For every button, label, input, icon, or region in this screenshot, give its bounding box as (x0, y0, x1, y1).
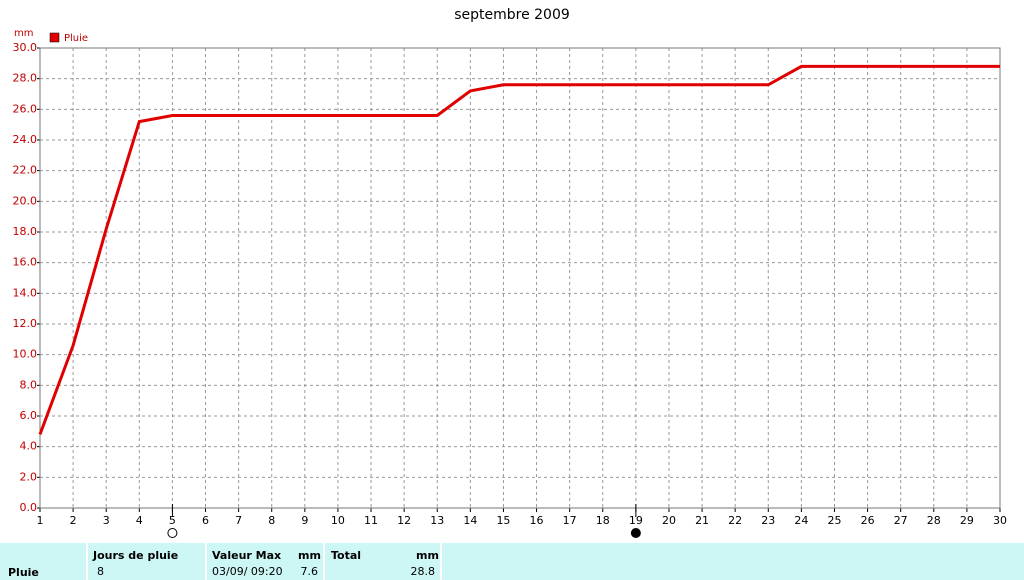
divider (205, 543, 207, 580)
moon-marker (630, 528, 641, 538)
x-tick-label: 13 (430, 514, 444, 527)
y-tick-label: 22.0 (13, 164, 38, 177)
chart: septembre 2009 mm Pluie 0.0 2.0 4.0 6.0 8.0 1… (13, 7, 1007, 538)
y-tick-label: 8.0 (20, 378, 38, 391)
x-tick-label: 26 (861, 514, 875, 527)
header: Jours de pluie (93, 549, 179, 562)
x-tick-label: 1 (37, 514, 44, 527)
x-tick-label: 11 (364, 514, 378, 527)
cell: 8 (97, 565, 104, 578)
header: mm (298, 549, 321, 562)
row-label: Pluie (8, 566, 39, 579)
y-tick-label: 0.0 (20, 501, 38, 514)
x-tick-label: 30 (993, 514, 1007, 527)
y-tick-label: 26.0 (13, 102, 38, 115)
x-tick-label: 7 (235, 514, 242, 527)
divider (440, 543, 442, 580)
x-tick-label: 23 (761, 514, 775, 527)
x-tick-label: 12 (397, 514, 411, 527)
x-tick-label: 21 (695, 514, 709, 527)
divider (86, 543, 88, 580)
x-tick-label: 6 (202, 514, 209, 527)
x-tick-label: 2 (70, 514, 77, 527)
plot-frame (39, 47, 1001, 509)
y-tick-label: 2.0 (20, 470, 38, 483)
y-tick-label: 10.0 (13, 348, 38, 361)
x-tick-label: 18 (596, 514, 610, 527)
chart-title: septembre 2009 (454, 7, 570, 23)
x-tick-label: 9 (301, 514, 308, 527)
x-tick-label: 27 (894, 514, 908, 527)
x-tick-label: 15 (496, 514, 510, 527)
y-axis-label: mm (14, 28, 33, 39)
x-tick-label: 4 (136, 514, 143, 527)
x-tick-label: 28 (927, 514, 941, 527)
y-tick-label: 6.0 (20, 409, 38, 422)
header: Total (331, 549, 362, 562)
y-tick-label: 24.0 (13, 133, 38, 146)
x-tick-label: 16 (530, 514, 544, 527)
data-line (38, 64, 1000, 435)
summary-table: Jours de pluie Valeur Max mm Total mm Pl… (0, 543, 1024, 580)
moon-marker (167, 528, 178, 538)
cell: 7.6 (300, 565, 319, 578)
y-tick-label: 4.0 (20, 440, 38, 453)
x-tick-label: 8 (268, 514, 275, 527)
x-tick-label: 19 (629, 514, 643, 527)
x-tick-label: 5 (169, 514, 176, 527)
y-tick-label: 16.0 (13, 256, 38, 269)
legend-swatch (49, 32, 60, 43)
legend-label: Pluie (64, 33, 88, 44)
y-tick-label: 18.0 (13, 225, 38, 238)
y-tick-label: 12.0 (13, 317, 38, 330)
header: mm (416, 549, 439, 562)
cell: 03/09/ 09:20 (212, 565, 283, 578)
x-tick-label: 17 (563, 514, 577, 527)
divider (323, 543, 325, 580)
y-tick-label: 28.0 (13, 72, 38, 85)
header: Valeur Max (212, 549, 282, 562)
x-tick-label: 20 (662, 514, 676, 527)
x-tick-label: 3 (103, 514, 110, 527)
x-tick-label: 10 (331, 514, 345, 527)
x-tick-label: 24 (794, 514, 808, 527)
y-tick-label: 30.0 (13, 41, 38, 54)
cell: 28.8 (410, 565, 436, 578)
x-tick-label: 25 (827, 514, 841, 527)
y-tick-label: 14.0 (13, 286, 38, 299)
x-tick-label: 29 (960, 514, 974, 527)
x-tick-label: 22 (728, 514, 742, 527)
x-tick-label: 14 (463, 514, 477, 527)
y-tick-label: 20.0 (13, 194, 38, 207)
